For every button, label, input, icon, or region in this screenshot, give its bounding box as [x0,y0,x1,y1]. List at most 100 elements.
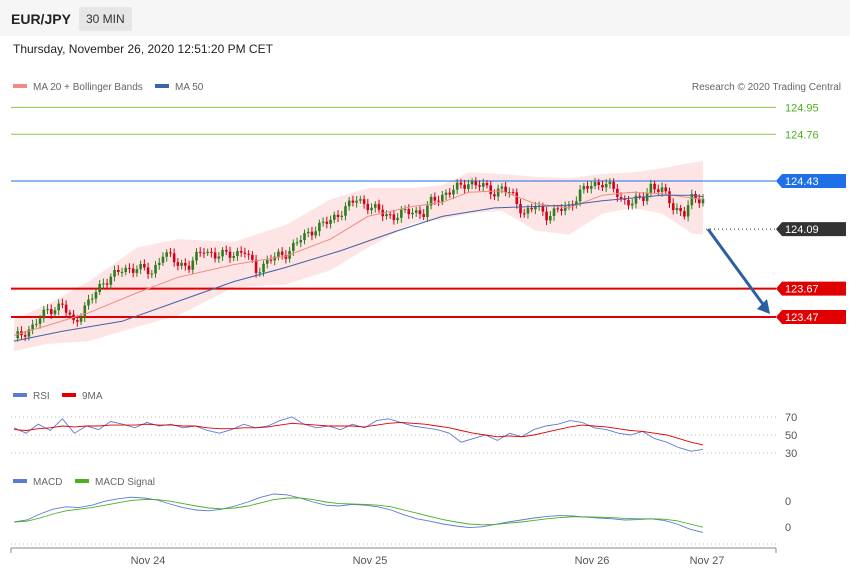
candle-body [541,205,545,212]
candle-body [630,203,634,206]
price-panel: 124.95 124.76 124.43 124.09 123.67 123.47 [11,102,846,351]
candle-body [150,273,154,275]
candle-body [157,262,161,265]
candle-body [217,256,221,259]
candle-body [172,253,176,263]
candle-body [478,185,481,187]
candle-body [396,217,399,221]
timeframe-button[interactable]: 30 MIN [79,7,132,31]
candle-body [202,252,206,254]
candle-body [284,255,288,259]
macd-tick-label: 0 [785,496,791,508]
candle-body [90,298,94,300]
candle-body [146,267,150,275]
candle-body [94,292,98,299]
candle-body [701,198,705,204]
rsi9-legend-swatch [62,393,76,397]
candle-body [27,329,31,337]
candle-body [616,188,619,197]
timestamp: Thursday, November 26, 2020 12:51:20 PM … [13,42,273,56]
candle-body [344,206,347,216]
ma50-legend-label: MA 50 [175,82,204,93]
rsi-line [13,416,704,452]
candle-body [582,185,586,190]
candle-body [589,185,593,189]
candle-body [79,317,83,322]
candle-body [437,200,440,202]
candle-body [657,189,660,192]
candle-body [485,183,489,186]
candle-body [474,181,478,186]
candle-body [210,251,213,253]
candle-body [351,200,355,203]
candle-body [467,184,470,189]
candle-body [634,195,638,204]
ma20-line [13,190,704,336]
candle-body [403,209,407,211]
level-label-124.09: 124.09 [785,224,819,236]
candle-body [578,189,582,202]
candle-body [139,264,142,270]
candle-body [135,269,139,273]
candle-body [373,204,377,208]
candle-body [679,207,682,212]
candle-body [377,204,381,210]
candle-body [232,256,236,258]
candle-body [116,270,120,273]
candle-body [292,242,295,251]
candle-body [105,283,109,285]
candle-body [23,335,27,337]
candle-body [448,192,452,195]
level-label-124.95: 124.95 [785,102,819,114]
candle-body [102,283,105,285]
candle-body [277,251,280,257]
candle-body [332,214,336,220]
candle-body [258,272,262,274]
candle-body [206,251,209,254]
rsi-tick-label: 70 [785,412,797,424]
candle-body [299,240,303,243]
candle-body [165,252,168,257]
rsi-tick-label: 50 [785,430,797,442]
candle-body [668,191,671,204]
ma50-legend-swatch [155,84,169,88]
candle-body [280,251,284,256]
level-label-124.43: 124.43 [785,176,819,188]
candle-body [552,208,556,216]
candle-body [336,214,340,217]
candle-body [660,187,664,192]
candle-body [180,262,183,266]
candle-body [325,221,329,224]
candle-body [690,193,694,206]
candle-body [295,242,299,244]
candle-body [433,196,437,201]
candle-body [426,205,429,218]
candle-body [444,192,448,195]
candle-body [31,324,34,330]
candle-body [362,199,366,204]
candle-body [459,182,463,185]
candle-body [515,192,519,204]
candle-body [694,193,697,199]
candle-body [76,320,79,322]
candle-body [340,215,344,217]
macd-signal-line [13,497,704,528]
ma50-line [13,194,704,342]
candle-body [470,181,474,185]
candle-body [638,195,641,197]
x-tick-label: Nov 27 [690,555,725,567]
candle-body [388,214,392,216]
candle-body [176,262,180,266]
candle-body [35,323,38,325]
rsi9-legend-label: 9MA [82,391,103,402]
candle-body [452,189,455,195]
candle-body [623,198,627,200]
projection-arrow-shaft [706,228,767,308]
rsi-legend-label: RSI [33,391,50,402]
level-tag-124.09 [776,222,846,237]
candle-body [184,262,187,266]
macd-tick-label: 0 [785,522,791,534]
candle-body [254,259,258,273]
level-label-123.67: 123.67 [785,284,819,296]
macd-legend-label: MACD [33,477,62,488]
